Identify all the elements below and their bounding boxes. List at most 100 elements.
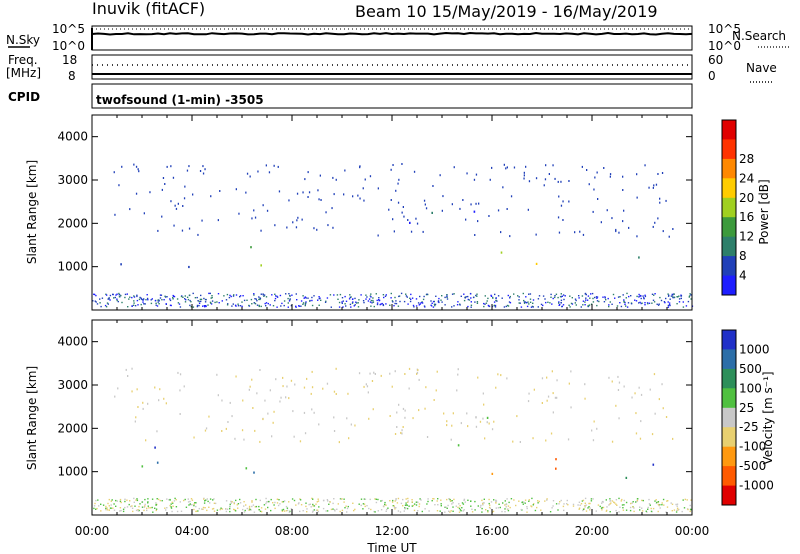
ground-scatter-point [233,294,235,296]
ground-scatter-point [460,295,462,297]
ground-scatter-point [471,511,474,513]
ground-scatter-point [192,292,194,295]
ground-scatter-point [341,301,343,303]
ground-scatter-point [164,507,166,509]
ground-scatter-point [182,296,184,298]
ground-scatter-point [584,502,586,504]
ground-scatter-point [582,300,585,302]
ground-scatter-point [437,504,439,506]
echo-point [231,415,233,418]
ground-scatter-point [174,497,176,500]
ground-scatter-point [605,299,607,301]
echo-point [192,193,194,196]
ground-scatter-point [117,300,119,303]
ground-scatter-point [659,504,661,506]
ground-scatter-point [584,292,587,295]
echo-point [234,437,236,440]
echo-point [477,376,479,379]
ground-scatter-point [234,509,236,511]
ground-scatter-point [668,294,670,296]
echo-point [408,387,410,390]
ground-scatter-point [393,505,395,507]
ground-scatter-point [407,501,409,503]
ground-scatter-point [173,500,176,502]
ground-scatter-point [563,298,565,301]
ground-scatter-point [144,503,146,506]
echo-point [541,402,543,404]
ground-scatter-point [482,503,484,505]
echo-point [392,218,394,221]
echo-point [582,233,585,236]
ground-scatter-point [118,294,121,296]
ground-scatter-point [455,505,457,507]
ground-scatter-point [487,304,490,307]
echo-point [282,376,284,379]
echo-point [156,430,158,433]
colorbar-segment [722,158,736,179]
ground-scatter-point [407,500,409,502]
echo-point [280,396,282,399]
ground-scatter-point [195,502,197,504]
ground-scatter-point [288,511,291,513]
ground-scatter-point [197,300,199,302]
echo-point [260,264,262,267]
ground-scatter-point [121,301,123,304]
echo-point [251,217,253,220]
ground-scatter-point [136,498,138,500]
ground-scatter-point [440,499,442,501]
echo-point [357,194,359,197]
ground-scatter-point [347,505,349,508]
echo-point [535,262,538,265]
ground-scatter-point [150,299,152,301]
echo-point [543,184,545,187]
ground-scatter-point [391,501,394,503]
ground-scatter-point [166,498,168,500]
ground-scatter-point [467,298,469,301]
echo-point [659,197,661,200]
time-x-ticks: 00:00 04:00 08:00 12:00 16:00 20:00 00:00 [75,524,710,538]
ground-scatter-point [609,503,611,505]
ground-scatter-point [558,304,560,306]
ground-scatter-point [237,507,239,509]
ground-scatter-point [312,505,314,507]
ground-scatter-point [470,304,473,306]
ground-scatter-point [304,304,306,307]
ground-scatter-point [538,295,541,297]
echo-point [172,176,175,179]
ground-scatter-point [399,300,401,303]
ground-scatter-point [131,305,133,307]
ground-scatter-point [452,502,454,504]
ground-scatter-point [343,501,345,503]
ground-scatter-point [657,304,660,306]
ground-scatter-point [295,305,297,307]
ground-scatter-point [446,295,448,298]
ground-scatter-point [199,298,202,301]
echo-point [136,388,138,391]
ground-scatter-point [291,294,293,296]
ground-scatter-point [246,507,248,510]
echo-point [653,373,656,376]
x-tick-label: 08:00 [275,524,310,538]
ground-scatter-point [95,508,97,510]
echo-point [393,230,395,233]
ground-scatter-point [488,506,491,509]
ground-scatter-point [242,508,244,511]
echo-point [552,411,554,414]
echo-point [636,235,638,238]
echo-point [497,373,499,376]
ground-scatter-point [325,510,327,512]
ground-scatter-point [299,498,301,500]
ground-scatter-point [522,503,524,505]
ground-scatter-point [93,505,96,507]
echo-point [343,193,345,196]
echo-point [156,461,159,464]
ground-scatter-point [656,501,658,504]
ground-scatter-point [272,305,275,307]
colorbar-segment [722,217,736,238]
ground-scatter-point [647,303,649,305]
ground-scatter-point [235,305,237,307]
ground-scatter-point [643,297,645,299]
ground-scatter-point [108,498,110,501]
ground-scatter-point [219,508,222,511]
echo-point [221,430,223,432]
